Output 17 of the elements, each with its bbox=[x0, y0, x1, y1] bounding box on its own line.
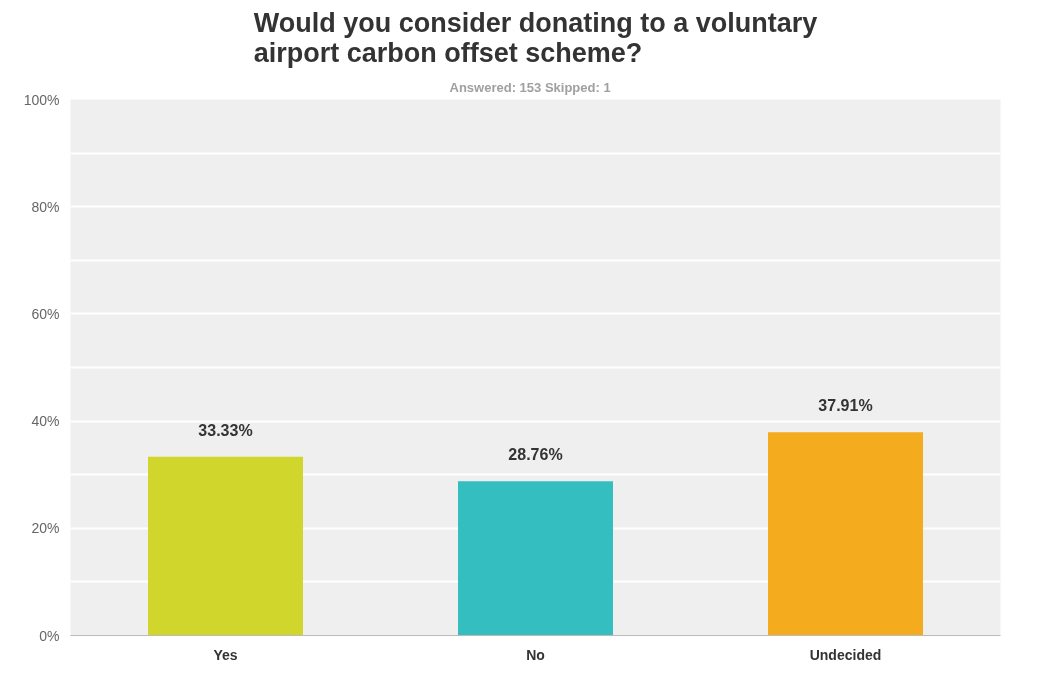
data-label: 28.76% bbox=[508, 446, 563, 464]
y-tick-label: 40% bbox=[31, 413, 60, 430]
data-label: 37.91% bbox=[818, 397, 873, 415]
chart-title: Would you consider donating to a voluntary airport carbon offset scheme? bbox=[253, 7, 818, 68]
bar bbox=[768, 432, 923, 636]
x-tick-label: No bbox=[526, 646, 545, 663]
bar bbox=[458, 481, 613, 636]
x-tick-label: Undecided bbox=[809, 646, 882, 663]
chart-subtitle: Answered: 153 Skipped: 1 bbox=[449, 79, 611, 95]
bar bbox=[148, 456, 303, 636]
x-tick-label: Yes bbox=[213, 646, 238, 663]
y-tick-label: 100% bbox=[23, 91, 60, 108]
y-tick-label: 80% bbox=[31, 198, 60, 215]
data-label: 33.33% bbox=[198, 421, 253, 439]
y-tick-label: 0% bbox=[39, 627, 60, 644]
y-tick-label: 60% bbox=[31, 305, 60, 322]
y-tick-label: 20% bbox=[31, 520, 60, 537]
